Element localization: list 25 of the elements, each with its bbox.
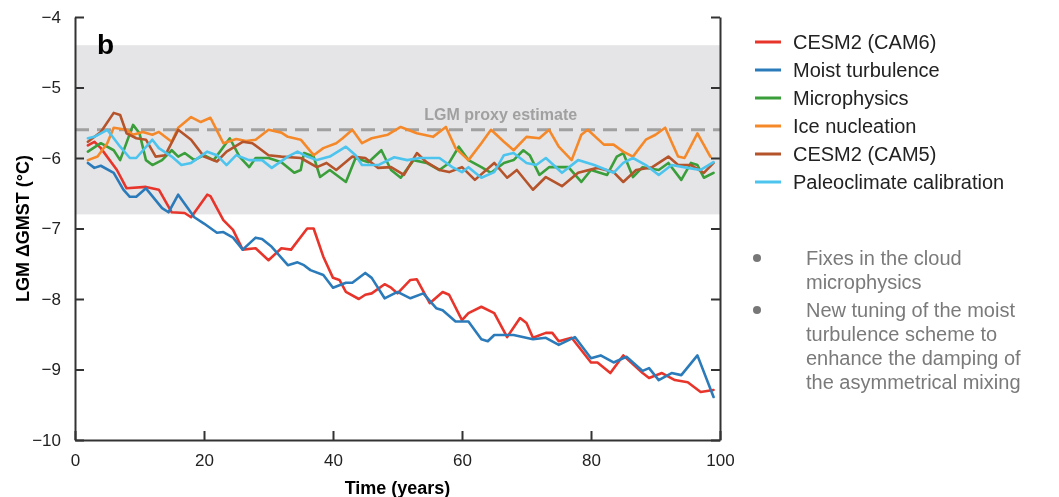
legend-label: Ice nucleation (793, 115, 917, 137)
x-tick-label: 20 (195, 451, 214, 471)
legend-label: Microphysics (793, 87, 909, 109)
annotation: b (97, 29, 115, 60)
text: Fixes in the cloud microphysics (806, 247, 962, 293)
x-tick-label: 100 (706, 451, 735, 471)
x-tick-label: 0 (70, 451, 81, 471)
x-tick-label: 40 (324, 451, 343, 471)
y-tick-label: −4 (41, 7, 61, 27)
y-tick-label: −7 (41, 219, 61, 239)
y-tick-label: −5 (41, 78, 61, 98)
y-tick-label: −8 (41, 289, 61, 309)
x-tick-label: 80 (582, 451, 601, 471)
y-tick-label: −10 (32, 430, 61, 450)
text: New tuning of the moist turbulence scheme to enhance the damping of the asymmetrical mixing (806, 299, 1022, 393)
legend-label: CESM2 (CAM5) (793, 143, 937, 165)
y-axis-title: LGM ΔGMST (°C) (13, 154, 33, 303)
x-tick-label: 60 (453, 451, 472, 471)
legend-label: CESM2 (CAM6) (793, 31, 937, 53)
y-tick-label: −6 (41, 148, 61, 168)
legend-label: Moist turbulence (793, 59, 940, 81)
legend-label: Paleoclimate calibration (793, 171, 1005, 193)
y-tick-label: −9 (41, 360, 61, 380)
x-axis-title: Time (years) (344, 478, 451, 497)
ref-line-label: LGM proxy estimate (424, 105, 578, 123)
